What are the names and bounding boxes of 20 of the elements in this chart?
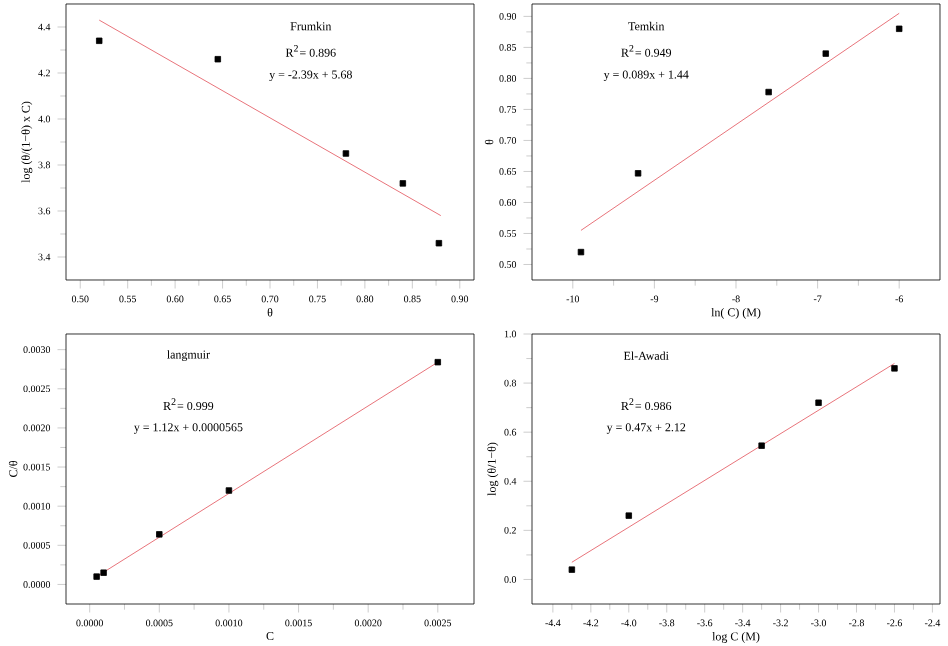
point [214,56,221,63]
point [93,573,100,580]
point [568,566,576,573]
point [399,180,407,187]
point [225,487,233,494]
point [758,442,765,449]
point [891,365,898,372]
point [822,50,829,57]
point [100,569,107,576]
point [156,531,163,538]
point [435,240,443,247]
point [577,248,585,256]
point [815,399,822,406]
point [96,37,103,44]
point [342,150,350,157]
point [765,88,772,96]
point [896,25,903,32]
point [625,512,632,519]
point [434,358,441,366]
point [634,170,642,177]
